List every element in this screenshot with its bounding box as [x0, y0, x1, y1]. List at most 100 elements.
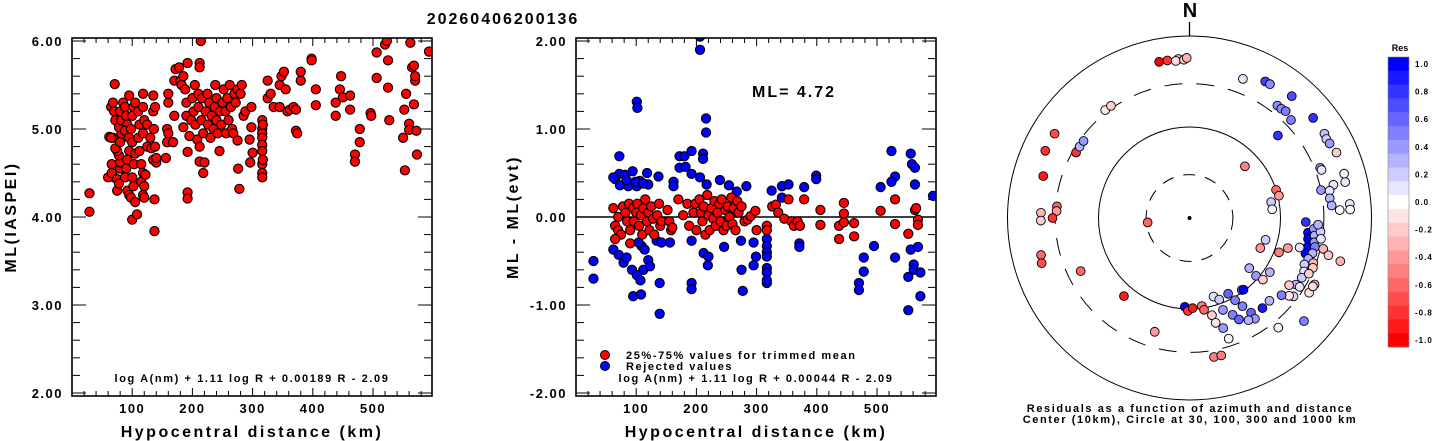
polar-caption-line2: Center (10km), Circle at 30, 100, 300 an… — [1023, 414, 1358, 426]
data-point — [635, 275, 646, 286]
data-point — [223, 115, 234, 126]
colorbar-swatch — [1388, 195, 1409, 210]
data-point — [349, 156, 361, 167]
data-point — [886, 145, 897, 157]
azimuth-distance-residual-plot: N Residuals as a function of azimuth and… — [1007, 0, 1372, 426]
data-point — [145, 132, 156, 143]
colorbar-swatch — [1388, 139, 1409, 155]
y-tick-label: 4.00 — [32, 210, 63, 225]
data-point — [167, 137, 179, 148]
x-axis-label: Hypocentral distance (km) — [625, 424, 888, 441]
station-residual-point — [1316, 165, 1327, 175]
data-point — [236, 79, 247, 91]
station-residual-point — [1210, 318, 1221, 328]
station-residual-point — [1170, 56, 1181, 66]
data-point — [335, 71, 347, 82]
station-residual-point — [1334, 205, 1345, 215]
x-tick-label: 200 — [683, 401, 709, 416]
data-point — [815, 219, 826, 231]
data-point — [235, 88, 246, 99]
legend-marker-trimmed — [600, 350, 610, 360]
station-residual-point — [1273, 130, 1283, 141]
data-point — [290, 104, 302, 115]
data-point — [119, 101, 131, 113]
data-point — [853, 284, 865, 296]
data-point — [163, 88, 174, 99]
data-point — [262, 75, 273, 86]
data-point — [310, 84, 321, 95]
station-residual-point — [1264, 267, 1275, 278]
data-point — [889, 252, 901, 263]
station-residual-point — [1154, 56, 1164, 67]
colorbar-swatch — [1388, 98, 1409, 113]
data-point — [397, 132, 409, 143]
data-point — [178, 122, 189, 133]
data-point — [384, 115, 395, 126]
station-residual-point — [1331, 147, 1342, 158]
data-point — [105, 132, 117, 143]
data-points — [84, 38, 432, 237]
station-residual-point — [1294, 242, 1305, 253]
data-point — [858, 266, 869, 277]
data-point — [761, 275, 772, 286]
data-point — [84, 188, 95, 199]
station-residual-point — [1299, 316, 1309, 326]
x-tick-label: 300 — [744, 401, 770, 416]
data-point — [838, 208, 850, 219]
data-point — [113, 178, 125, 189]
data-point — [371, 47, 382, 58]
data-point — [912, 241, 924, 253]
data-point — [210, 79, 221, 91]
data-point — [131, 209, 143, 220]
station-residual-point — [1274, 190, 1284, 201]
station-residual-point — [1238, 284, 1249, 295]
station-residual-point — [1199, 304, 1209, 315]
data-point — [354, 137, 365, 148]
data-point — [766, 185, 777, 196]
station-residual-point — [1258, 274, 1268, 285]
data-point — [233, 163, 244, 174]
data-point — [608, 172, 619, 183]
station-residual-point — [1040, 145, 1051, 156]
station-residual-point — [1149, 326, 1160, 337]
station-residual-point — [1335, 256, 1346, 267]
data-point — [909, 179, 921, 190]
station-residual-point — [1243, 315, 1254, 326]
y-tick-label: -1.00 — [530, 298, 567, 313]
data-point — [405, 38, 416, 48]
colorbar-label: 1.0 — [1415, 60, 1429, 69]
y-tick-label: 6.00 — [32, 34, 63, 49]
station-residual-point — [1294, 282, 1305, 292]
data-point — [371, 72, 382, 84]
station-residual-point — [1316, 233, 1326, 244]
legend-label-trimmed: 25%-75% values for trimmed mean — [626, 350, 857, 362]
data-point — [344, 90, 356, 101]
data-point — [354, 123, 365, 135]
station-residual-point — [1106, 100, 1116, 111]
station-residual-point — [1326, 200, 1337, 211]
data-point — [278, 66, 290, 77]
data-point — [694, 172, 706, 183]
data-point — [750, 205, 761, 216]
data-point — [149, 141, 161, 152]
data-point — [174, 62, 185, 73]
station-residual-point — [1238, 74, 1248, 84]
data-point — [178, 71, 189, 82]
data-point — [662, 204, 673, 216]
data-point — [621, 174, 632, 186]
data-point — [149, 225, 160, 237]
station-residual-point — [1036, 258, 1047, 269]
colorbar-swatch — [1388, 208, 1409, 224]
data-point — [130, 97, 141, 108]
data-point — [409, 71, 421, 82]
data-point — [703, 251, 714, 262]
station-residual-point — [1230, 295, 1240, 306]
colorbar-swatch — [1388, 167, 1409, 182]
data-point — [625, 225, 636, 236]
data-point — [875, 205, 886, 216]
colorbar-label: -0.6 — [1415, 281, 1433, 290]
x-axis-label: Hypocentral distance (km) — [121, 424, 384, 441]
y-tick-label: 3.00 — [32, 298, 63, 313]
data-point — [366, 110, 377, 121]
